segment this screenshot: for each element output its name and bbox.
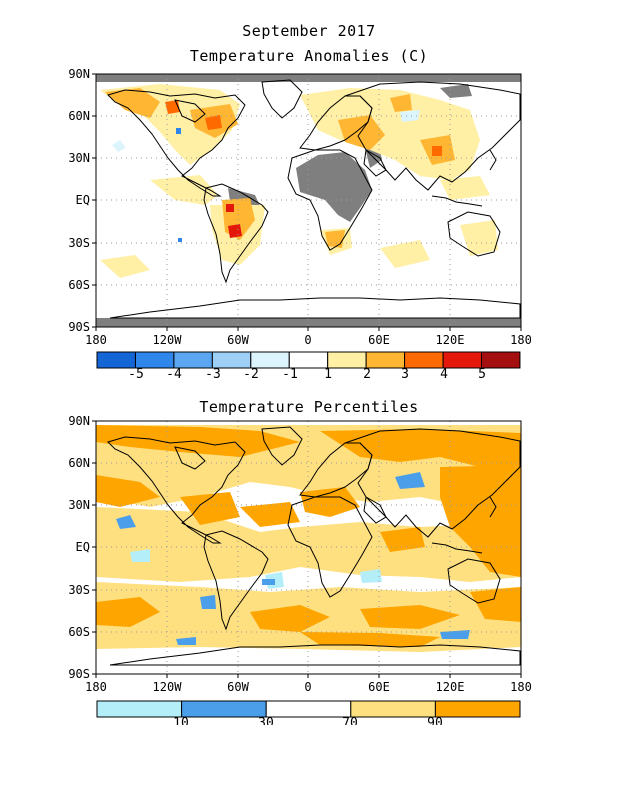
colorbar-tick-label: 3 xyxy=(401,367,409,378)
colorbar-tick-label: 10 xyxy=(173,716,189,725)
lat-label: 30N xyxy=(68,498,90,512)
colorbar-tick-label: -3 xyxy=(205,367,221,378)
colorbar-swatch xyxy=(250,351,290,369)
colorbar-swatch xyxy=(442,351,482,369)
lat-label: 90N xyxy=(68,68,90,81)
colorbar-tick-label: 1 xyxy=(324,367,332,378)
colorbar-swatch xyxy=(211,351,252,369)
lat-label: 90S xyxy=(68,320,90,334)
colorbar-tick-label: 4 xyxy=(440,367,448,378)
colorbar-tick-label: 70 xyxy=(342,716,358,725)
lon-label: 0 xyxy=(304,333,311,347)
colorbar-tick-label: -5 xyxy=(128,367,144,378)
colorbar-tick-label: -2 xyxy=(243,367,259,378)
lon-label: 180 xyxy=(510,333,532,347)
lat-label: EQ xyxy=(76,540,90,554)
colorbar-swatch xyxy=(365,351,406,369)
colorbar-swatch xyxy=(327,351,367,369)
lat-label: 30N xyxy=(68,151,90,165)
lon-label: 120W xyxy=(153,680,183,694)
colorbar-swatch xyxy=(173,351,213,369)
colorbar-tick-label: 2 xyxy=(363,367,371,378)
lon-label: 120E xyxy=(436,333,465,347)
colorbar-swatch xyxy=(434,700,521,718)
lat-label: 60N xyxy=(68,109,90,123)
lon-label: 120W xyxy=(153,333,183,347)
lat-label: 60S xyxy=(68,278,90,292)
lat-label: 30S xyxy=(68,583,90,597)
figure-title: September 2017 xyxy=(242,22,376,40)
lat-label: 60S xyxy=(68,625,90,639)
anomaly-map-title: Temperature Anomalies (C) xyxy=(189,47,429,65)
lon-label: 180 xyxy=(85,333,107,347)
percentile-colorbar xyxy=(96,700,521,718)
colorbar-swatch xyxy=(134,351,175,369)
lon-label: 180 xyxy=(510,680,532,694)
anomaly-map: 90N 60N 30N EQ 30S 60S 90S 180 120W 60W … xyxy=(68,68,532,378)
percentile-map-title: Temperature Percentiles xyxy=(199,398,419,416)
lat-label: 90S xyxy=(68,667,90,681)
colorbar-swatch xyxy=(350,700,436,718)
anomaly-colorbar-labels: -5 -4 -3 -2 -1 1 2 3 4 5 xyxy=(128,367,486,378)
colorbar-swatch xyxy=(404,351,444,369)
colorbar-tick-label: 30 xyxy=(258,716,274,725)
percentile-axis-ticks xyxy=(92,420,522,678)
colorbar-swatch xyxy=(288,351,329,369)
colorbar-swatch xyxy=(96,700,183,718)
lat-label: 60N xyxy=(68,456,90,470)
lon-label: 60E xyxy=(368,680,390,694)
lon-label: 120E xyxy=(436,680,465,694)
colorbar-tick-label: -4 xyxy=(166,367,182,378)
percentile-shading xyxy=(96,425,521,652)
lon-label: 60E xyxy=(368,333,390,347)
colorbar-swatch xyxy=(96,351,136,369)
colorbar-swatch xyxy=(265,700,352,718)
colorbar-tick-label: 90 xyxy=(427,716,443,725)
lon-label: 180 xyxy=(85,680,107,694)
colorbar-tick-label: 5 xyxy=(478,367,486,378)
colorbar-swatch xyxy=(481,351,521,369)
anomaly-axis-ticks xyxy=(92,73,522,331)
lon-label: 60W xyxy=(227,680,249,694)
colorbar-swatch xyxy=(181,700,267,718)
lat-label: 30S xyxy=(68,236,90,250)
anomaly-colorbar xyxy=(96,351,521,369)
lon-label: 0 xyxy=(304,680,311,694)
lat-label: EQ xyxy=(76,193,90,207)
lon-label: 60W xyxy=(227,333,249,347)
anomaly-shading xyxy=(96,74,521,327)
colorbar-tick-label: -1 xyxy=(282,367,298,378)
lat-label: 90N xyxy=(68,415,90,428)
